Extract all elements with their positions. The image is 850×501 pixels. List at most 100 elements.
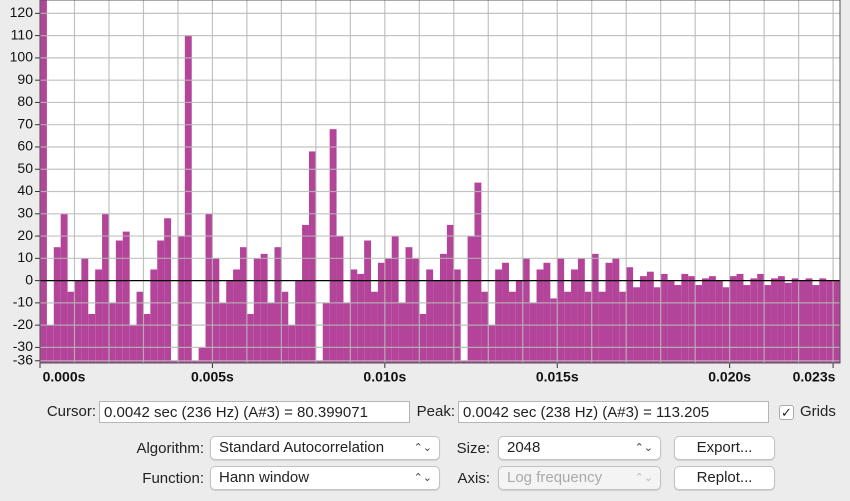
axis-select: Log frequency ⌃⌄ bbox=[498, 466, 661, 490]
bar bbox=[571, 269, 578, 363]
grids-label: Grids bbox=[800, 403, 836, 420]
y-tick-label: 60 bbox=[17, 138, 33, 154]
bar bbox=[198, 347, 206, 363]
bar bbox=[564, 291, 572, 363]
bar bbox=[433, 280, 440, 363]
y-tick-label: 20 bbox=[17, 227, 33, 243]
bar bbox=[736, 273, 744, 363]
y-tick-label: 40 bbox=[17, 182, 33, 198]
size-label: Size: bbox=[456, 440, 490, 457]
function-label: Function: bbox=[142, 470, 204, 487]
bar bbox=[798, 280, 806, 363]
bar bbox=[619, 291, 627, 363]
bar bbox=[771, 278, 778, 363]
bar bbox=[502, 262, 509, 363]
function-select[interactable]: Hann window ⌃⌄ bbox=[210, 466, 440, 490]
plot-frame bbox=[39, 0, 841, 364]
bar bbox=[557, 258, 565, 363]
bar bbox=[577, 258, 585, 363]
bar bbox=[529, 302, 537, 363]
y-tick-label: -30 bbox=[13, 338, 33, 354]
bar bbox=[743, 285, 751, 363]
bar bbox=[115, 240, 123, 363]
select-arrow: ⌃⌄ bbox=[634, 472, 653, 484]
peak-label: Peak: bbox=[416, 403, 455, 420]
bar bbox=[419, 314, 427, 363]
bar bbox=[260, 253, 268, 363]
bar bbox=[640, 276, 647, 363]
bar bbox=[108, 302, 116, 363]
bar bbox=[157, 240, 165, 363]
bar bbox=[329, 129, 337, 363]
x-tick-label: 0.023s bbox=[793, 369, 836, 385]
bars bbox=[40, 0, 840, 364]
bar bbox=[543, 262, 551, 363]
bar bbox=[826, 280, 834, 363]
export-button[interactable]: Export... bbox=[674, 436, 775, 460]
algorithm-label: Algorithm: bbox=[136, 440, 204, 457]
bar bbox=[495, 269, 503, 363]
bar bbox=[708, 276, 716, 363]
bar bbox=[315, 360, 323, 363]
bar bbox=[122, 231, 130, 363]
y-tick-label: -10 bbox=[13, 294, 33, 310]
y-tick-label: -36 bbox=[13, 351, 33, 367]
y-tick-label: 100 bbox=[10, 49, 34, 65]
bar bbox=[377, 262, 385, 363]
bar bbox=[281, 291, 289, 363]
grids-checkbox[interactable]: ✓ bbox=[779, 405, 794, 420]
bar bbox=[384, 258, 392, 363]
bar bbox=[322, 302, 330, 363]
axis-value: Log frequency bbox=[507, 469, 603, 486]
bar bbox=[164, 218, 172, 363]
bar bbox=[757, 273, 765, 363]
bar bbox=[143, 314, 151, 363]
bar bbox=[791, 278, 799, 363]
y-tick-label: 0 bbox=[25, 271, 33, 287]
replot-button[interactable]: Replot... bbox=[674, 466, 775, 490]
bar bbox=[412, 258, 420, 363]
bar bbox=[598, 291, 606, 363]
bar bbox=[177, 236, 185, 363]
bar bbox=[777, 276, 785, 363]
bar bbox=[626, 267, 634, 363]
bar bbox=[371, 291, 378, 363]
bar bbox=[488, 325, 496, 363]
peak-field[interactable]: 0.0042 sec (238 Hz) (A#3) = 113.205 bbox=[458, 401, 769, 423]
bar bbox=[350, 269, 358, 363]
x-tick-label: 0.015s bbox=[536, 369, 579, 385]
bar bbox=[288, 325, 296, 363]
bar bbox=[219, 302, 227, 363]
bar bbox=[522, 258, 530, 363]
bar bbox=[681, 273, 689, 363]
bar bbox=[150, 269, 158, 363]
bar bbox=[191, 360, 199, 363]
bar bbox=[95, 269, 103, 363]
y-tick-label: 30 bbox=[17, 204, 33, 220]
y-tick-label: 50 bbox=[17, 160, 33, 176]
bar bbox=[805, 278, 813, 363]
x-tick-label: 0.020s bbox=[708, 369, 751, 385]
bar bbox=[60, 213, 68, 363]
bar bbox=[446, 224, 454, 363]
bar bbox=[474, 182, 482, 363]
bar bbox=[212, 258, 220, 363]
size-select[interactable]: 2048 ⌃⌄ bbox=[498, 436, 661, 460]
algorithm-select[interactable]: Standard Autocorrelation ⌃⌄ bbox=[210, 436, 440, 460]
bar bbox=[81, 258, 89, 363]
cursor-field[interactable]: 0.0042 sec (236 Hz) (A#3) = 80.399071 bbox=[99, 401, 410, 423]
bar bbox=[240, 247, 247, 363]
bar bbox=[357, 273, 365, 363]
bar bbox=[508, 291, 516, 363]
bar bbox=[364, 240, 372, 363]
bar bbox=[550, 298, 558, 363]
bar bbox=[136, 291, 144, 363]
bar bbox=[667, 280, 675, 363]
bar bbox=[695, 285, 703, 363]
select-arrow: ⌃⌄ bbox=[413, 442, 432, 454]
axis-label: Axis: bbox=[457, 470, 490, 487]
bar bbox=[646, 271, 654, 363]
bar bbox=[660, 273, 668, 363]
bar bbox=[246, 314, 254, 363]
